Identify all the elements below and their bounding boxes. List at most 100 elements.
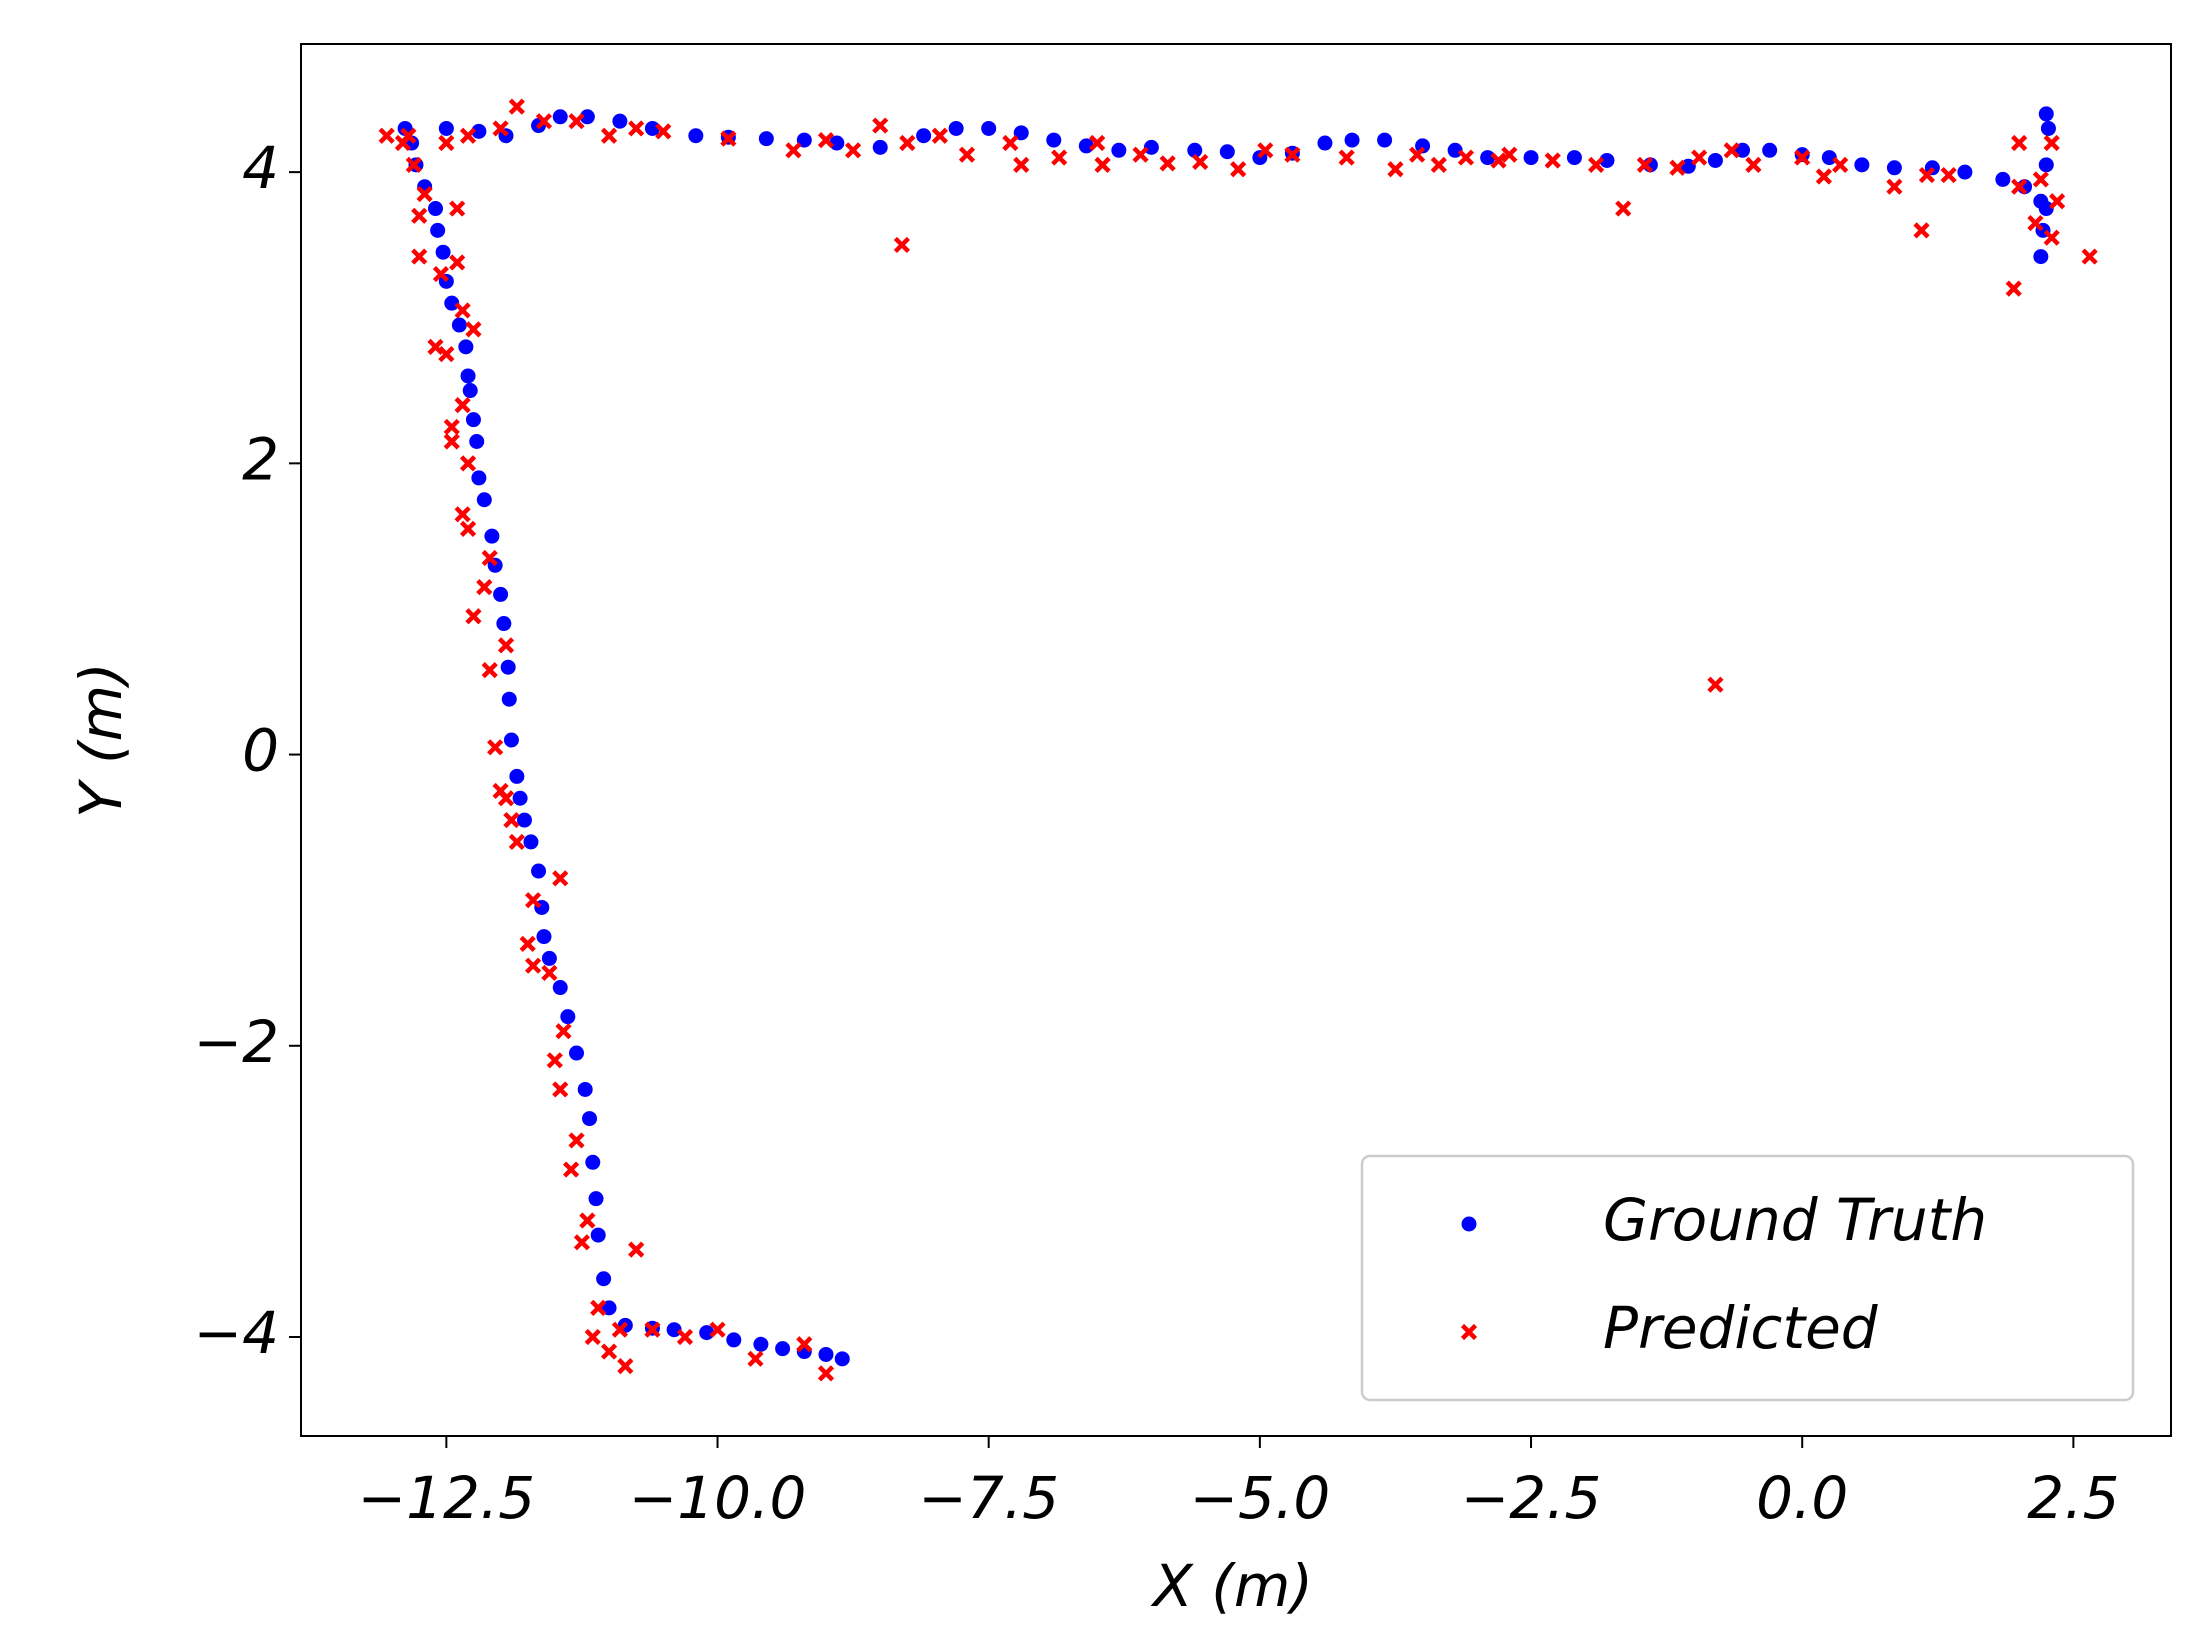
y-tick-label: −4 <box>194 1299 280 1367</box>
ground-truth-point <box>1886 160 1902 176</box>
predicted-point <box>459 455 477 472</box>
predicted-point <box>487 739 504 756</box>
ground-truth-point <box>1447 142 1463 158</box>
predicted-point <box>600 127 618 144</box>
ground-truth-point <box>484 528 500 544</box>
ground-truth-point <box>1762 142 1778 158</box>
ground-truth-point <box>1707 152 1723 168</box>
predicted-point <box>1940 166 1957 184</box>
predicted-point <box>2027 215 2044 232</box>
ground-truth-point <box>758 131 774 147</box>
predicted-point <box>1089 134 1106 152</box>
ground-truth-point <box>476 492 492 508</box>
predicted-point <box>1707 676 1724 693</box>
predicted-point <box>785 142 802 159</box>
predicted-point <box>459 520 477 537</box>
ground-truth-point <box>1566 150 1582 166</box>
ground-truth-point <box>753 1336 769 1352</box>
ground-truth-point <box>552 980 568 996</box>
ground-truth-point <box>612 113 628 129</box>
ground-truth-point <box>509 768 525 784</box>
predicted-point <box>709 1321 726 1338</box>
ground-truth-point <box>829 135 845 151</box>
ground-truth-point <box>471 123 487 139</box>
predicted-point <box>492 120 509 137</box>
y-tick-label: 2 <box>242 425 279 493</box>
ground-truth-point <box>438 120 454 136</box>
predicted-point <box>432 265 450 283</box>
ground-truth-point <box>1344 132 1360 148</box>
x-axis-label: X (m) <box>1150 1552 1313 1620</box>
predicted-point <box>503 811 520 829</box>
ground-truth-point <box>1013 125 1029 141</box>
ground-truth-point <box>2040 120 2056 136</box>
ground-truth-point <box>1995 171 2011 187</box>
predicted-point <box>454 506 471 523</box>
predicted-point <box>1192 153 1209 171</box>
predicted-point <box>628 1241 645 1258</box>
predicted-point <box>617 1358 634 1375</box>
ground-truth-point <box>1480 150 1496 166</box>
ground-truth-point <box>1111 142 1127 158</box>
predicted-point <box>481 549 498 567</box>
ground-truth-point <box>834 1351 850 1367</box>
ground-truth-point <box>523 834 539 850</box>
x-tick-label: −2.5 <box>1461 1464 1602 1532</box>
predicted-point <box>1132 146 1149 163</box>
predicted-point <box>2043 229 2060 246</box>
ground-truth-point <box>552 109 568 125</box>
x-tick-label: 2.5 <box>2027 1464 2119 1532</box>
ground-truth-point <box>872 139 888 155</box>
predicted-point <box>416 185 433 203</box>
ground-truth-point <box>471 470 487 486</box>
predicted-point <box>465 321 482 338</box>
predicted-point <box>1794 149 1811 166</box>
predicted-point <box>2011 178 2028 195</box>
ground-truth-point <box>775 1341 791 1357</box>
ground-truth-point <box>1735 142 1751 158</box>
predicted-point <box>899 134 916 152</box>
ground-truth-point <box>1854 157 1870 173</box>
predicted-point <box>1230 161 1247 178</box>
predicted-point <box>931 127 948 144</box>
predicted-point <box>644 1321 661 1338</box>
ground-truth-point <box>435 244 451 260</box>
predicted-point <box>497 637 515 654</box>
ground-truth-point <box>596 1271 612 1287</box>
ground-truth-point <box>493 586 509 602</box>
ground-truth-point <box>531 863 547 879</box>
predicted-point <box>1913 222 1930 239</box>
predicted-point <box>508 98 525 115</box>
ground-truth-point <box>560 1009 576 1025</box>
ground-truth-point <box>503 732 519 748</box>
predicted-point <box>1051 149 1068 166</box>
predicted-point <box>568 113 585 130</box>
predicted-point <box>676 1328 694 1346</box>
predicted-point <box>628 120 645 137</box>
predicted-point <box>2005 280 2022 297</box>
predicted-point <box>590 1299 607 1316</box>
ground-truth-point <box>577 1081 593 1097</box>
predicted-point <box>476 579 493 596</box>
ground-truth-point <box>516 812 532 828</box>
predicted-point <box>465 608 482 625</box>
predicted-point <box>796 1336 813 1353</box>
ground-truth-point <box>430 222 446 238</box>
predicted-point <box>449 254 466 271</box>
ground-truth-point <box>948 120 964 136</box>
y-axis-label: Y (m) <box>67 662 135 818</box>
predicted-point <box>411 248 428 265</box>
x-tick-label: −10.0 <box>629 1464 807 1532</box>
predicted-point <box>438 134 455 152</box>
legend-label: Ground Truth <box>1603 1186 1987 1254</box>
predicted-point <box>817 1365 835 1382</box>
predicted-point <box>817 132 835 149</box>
predicted-point <box>872 117 889 134</box>
predicted-point <box>1615 200 1632 217</box>
predicted-point <box>378 127 395 144</box>
predicted-point <box>1691 149 1708 166</box>
predicted-point <box>1636 156 1654 173</box>
legend-marker <box>1461 1216 1477 1232</box>
ground-truth-point <box>582 1111 598 1127</box>
